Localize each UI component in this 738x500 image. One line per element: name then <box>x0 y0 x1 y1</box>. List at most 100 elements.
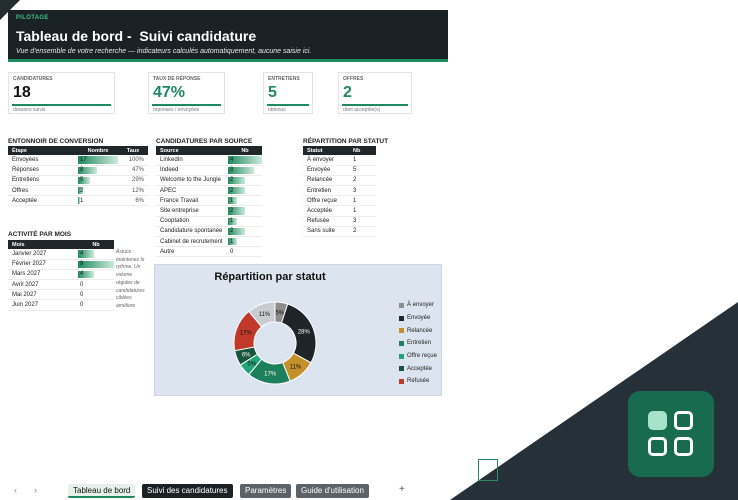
row-label: Mars 2027 <box>8 269 78 281</box>
row-label: Février 2027 <box>8 259 78 270</box>
page-subtitle: Vue d'ensemble de votre recherche — indi… <box>16 48 312 55</box>
value-with-bar: 9 <box>78 259 114 270</box>
next-sheet-button[interactable]: › <box>34 485 37 495</box>
tab-guide[interactable]: Guide d'utilisation <box>296 484 369 498</box>
value-bar <box>78 270 94 279</box>
prev-sheet-button[interactable]: ‹ <box>14 485 17 495</box>
row-value: 2 <box>80 187 84 194</box>
kpi-underline <box>152 104 221 106</box>
column-header: Taux <box>118 146 148 155</box>
slice-label: 11% <box>290 364 302 370</box>
row-value: 9 <box>80 261 84 268</box>
table-row: Relancée 2 <box>303 175 376 187</box>
legend-swatch <box>399 378 404 384</box>
kpi-underline <box>12 104 111 106</box>
page-title: Tableau de bord - Suivi candidature <box>16 28 257 44</box>
row-label: Avril 2027 <box>8 279 78 291</box>
value-bar <box>228 176 245 185</box>
value-with-bar: 2 <box>228 175 262 187</box>
row-value: 1 <box>349 195 376 207</box>
table-row: Entretiens 5 29% <box>8 175 148 187</box>
row-label: Cabinet de recrutement <box>156 236 228 248</box>
column-header: Source <box>156 146 228 155</box>
tab-suivi-candidatures[interactable]: Suivi des candidatures <box>142 484 233 498</box>
selected-cell[interactable] <box>478 459 498 481</box>
legend-label: Envoyée <box>407 315 431 322</box>
row-rate: 12% <box>118 185 148 197</box>
value-bar <box>228 197 237 205</box>
value-bar <box>228 187 245 195</box>
value-with-bar: 5 <box>78 175 118 187</box>
sheet-tab-bar: ‹ › Tableau de bord Suivi des candidatur… <box>0 482 460 500</box>
table-row: Avril 2027 0 <box>8 279 114 291</box>
row-label: Autre <box>156 246 228 258</box>
table-row: Mai 2027 0 <box>8 289 114 301</box>
kpi-caption: dossiers suivis <box>13 107 46 113</box>
value-bar <box>78 260 114 268</box>
table-row: France Travail 1 <box>156 195 262 207</box>
legend-item: Relancée <box>399 324 437 337</box>
legend-item: Acceptée <box>399 362 437 375</box>
legend-item: Entretien <box>399 337 437 350</box>
kpi-label: TAUX DE RÉPONSE <box>153 76 201 82</box>
source-table: Source Nb LinkedIn 4 Indeed 3 Welcome to the… <box>156 146 262 258</box>
value-bar <box>78 166 97 174</box>
kpi-underline <box>267 104 309 106</box>
legend-swatch <box>399 353 404 359</box>
status-donut-chart[interactable]: Répartition par statut 5% 28% 11% 17% 5% 6% 17… <box>154 264 442 396</box>
value-with-bar: 17 <box>78 155 118 166</box>
value-with-bar: 0 <box>78 299 114 311</box>
kpi-label: ENTRETIENS <box>268 76 300 82</box>
donut-svg: 5% 28% 11% 17% 5% 6% 17% 11% <box>233 301 317 385</box>
value-bar <box>78 250 94 258</box>
table-row: Autre 0 <box>156 246 262 258</box>
table-row: Welcome to the Jungle 2 <box>156 175 262 187</box>
dashboard-header: PILOTAGE Tableau de bord - Suivi candida… <box>8 10 448 62</box>
table-row: Offre reçue 1 <box>303 195 376 207</box>
value-bar <box>78 187 83 195</box>
donut-slice[interactable] <box>248 301 276 328</box>
row-value: 3 <box>349 216 376 227</box>
column-header: Nb <box>349 146 376 155</box>
legend-swatch <box>399 366 404 372</box>
add-sheet-button[interactable]: + <box>399 484 405 495</box>
row-value: 0 <box>80 302 84 309</box>
row-value: 2 <box>230 228 234 235</box>
table-header-row: Mois Nb <box>8 240 114 249</box>
kpi-caption: obtenus <box>268 107 286 113</box>
kpi-label: CANDIDATURES <box>13 76 53 82</box>
table-row: Refusée 3 <box>303 216 376 227</box>
table-row: Cooptation 1 <box>156 216 262 227</box>
grid-square-icon <box>648 437 667 456</box>
tab-parametres[interactable]: Paramètres <box>240 484 292 498</box>
legend-swatch <box>399 302 404 308</box>
value-with-bar: 1 <box>228 216 262 227</box>
value-with-bar: 3 <box>228 165 262 176</box>
row-value: 0 <box>80 291 84 298</box>
kpi-value: 5 <box>268 84 277 101</box>
tab-tableau-de-bord[interactable]: Tableau de bord <box>68 484 136 498</box>
table-row: Indeed 3 <box>156 165 262 176</box>
funnel-title: ENTONNOIR DE CONVERSION <box>8 138 104 145</box>
legend-swatch <box>399 328 404 334</box>
value-with-bar: 1 <box>228 236 262 248</box>
row-label: LinkedIn <box>156 155 228 166</box>
table-row: LinkedIn 4 <box>156 155 262 166</box>
row-value: 8 <box>80 167 84 174</box>
row-rate: 29% <box>118 175 148 187</box>
row-label: Janvier 2027 <box>8 249 78 260</box>
table-row: Juin 2027 0 <box>8 299 114 311</box>
column-header: Nombre <box>78 146 118 155</box>
kpi-caption: dont acceptée(s) <box>343 107 381 113</box>
row-label: Acceptée <box>8 195 78 207</box>
kpi-card-entretiens: ENTRETIENS 5 obtenus <box>263 72 313 114</box>
legend-item: À envoyer <box>399 299 437 312</box>
slice-label: 11% <box>259 312 271 318</box>
row-value: 4 <box>230 156 234 163</box>
row-label: Envoyée <box>303 165 349 176</box>
value-bar <box>228 207 245 215</box>
value-with-bar: 4 <box>78 269 114 281</box>
table-header-row: Statut Nb <box>303 146 376 155</box>
column-header: Nb <box>228 146 262 155</box>
